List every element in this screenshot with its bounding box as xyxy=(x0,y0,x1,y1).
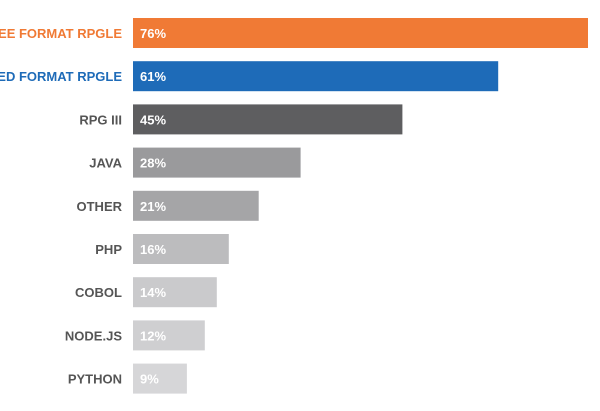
bar-3 xyxy=(133,147,301,178)
category-labels-group: FREE FORMAT RPGLE FIXED FORMAT RPGLE RPG I… xyxy=(0,26,123,387)
value-label-1: 61% xyxy=(140,69,166,84)
bar-0 xyxy=(133,18,588,48)
value-label-0: 76% xyxy=(140,26,166,41)
value-label-2: 45% xyxy=(140,112,166,127)
bar-4 xyxy=(133,190,259,221)
bar-6 xyxy=(133,277,217,308)
category-label-5: PHP xyxy=(95,242,122,257)
bars-group xyxy=(133,18,588,394)
bar-2 xyxy=(133,104,403,135)
category-label-6: COBOL xyxy=(75,285,122,300)
value-label-7: 12% xyxy=(140,328,166,343)
value-label-8: 9% xyxy=(140,372,159,387)
bar-8 xyxy=(133,363,187,394)
bar-5 xyxy=(133,234,229,264)
category-label-7: NODE.JS xyxy=(65,328,122,343)
value-label-6: 14% xyxy=(140,285,166,300)
bar-1 xyxy=(133,61,499,92)
value-label-4: 21% xyxy=(140,199,166,214)
value-labels-group: 76% 61% 45% 28% 21% 16% 14% 12% 9% xyxy=(140,26,166,387)
value-label-5: 16% xyxy=(140,242,166,257)
category-label-2: RPG III xyxy=(79,112,122,127)
bar-7 xyxy=(133,320,205,351)
value-label-3: 28% xyxy=(140,156,166,171)
category-label-1: FIXED FORMAT RPGLE xyxy=(0,69,122,84)
category-label-0: FREE FORMAT RPGLE xyxy=(0,26,122,41)
category-label-3: JAVA xyxy=(89,156,122,171)
category-label-8: PYTHON xyxy=(68,372,122,387)
category-label-4: OTHER xyxy=(77,199,123,214)
